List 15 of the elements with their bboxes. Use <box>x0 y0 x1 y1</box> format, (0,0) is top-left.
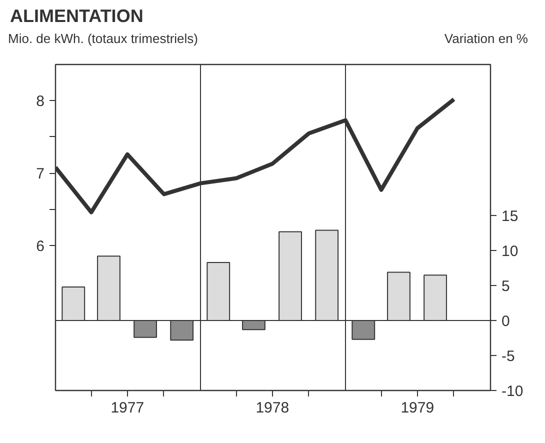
y2-tick-label: 0 <box>502 313 510 330</box>
x-tick-label: 1977 <box>110 400 144 416</box>
y2-tick-label: 10 <box>502 243 518 260</box>
chart-title: ALIMENTATION <box>10 6 144 26</box>
y2-tick-label: 5 <box>502 278 510 296</box>
y-tick-label: 8 <box>36 93 44 110</box>
x-tick-label: 1978 <box>256 400 290 416</box>
y-axis-title: Mio. de kWh. (totaux trimestriels) <box>8 31 198 46</box>
y-tick-label: 7 <box>36 166 44 183</box>
y2-tick-label: -5 <box>502 348 515 366</box>
y2-tick-label: 15 <box>502 208 518 226</box>
y2-axis-title: Variation en % <box>444 31 528 46</box>
y2-tick-label: -10 <box>502 383 524 400</box>
x-tick-label: 1979 <box>400 400 434 416</box>
y-tick-label: 6 <box>36 238 44 256</box>
